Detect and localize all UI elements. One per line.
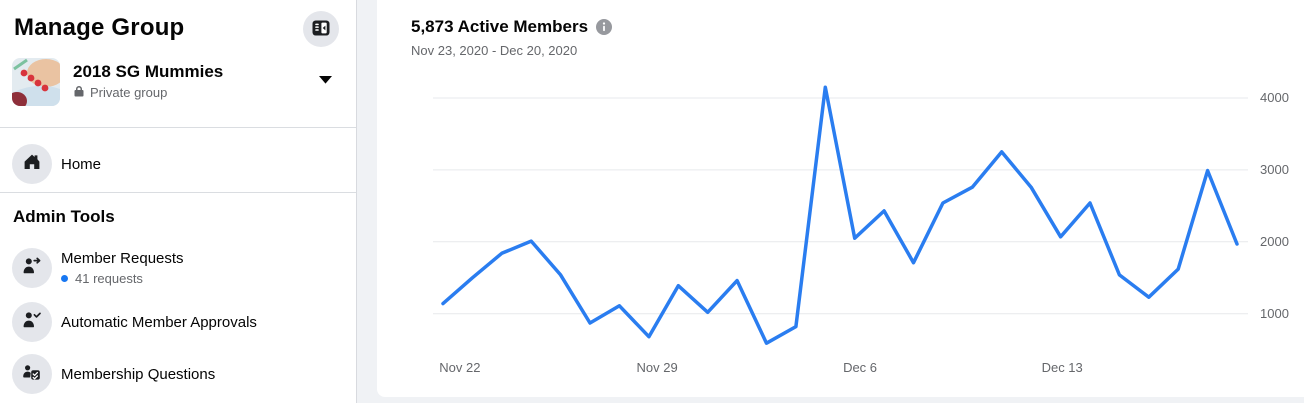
collapse-sidebar-icon [311, 18, 331, 41]
sidebar-item-membership-questions[interactable]: Membership Questions [0, 348, 356, 400]
group-privacy-label: Private group [90, 85, 168, 100]
y-axis-label: 3000 [1260, 161, 1289, 177]
group-selector[interactable]: 2018 SG Mummies Private group [12, 58, 344, 108]
unread-dot [61, 275, 68, 282]
info-icon[interactable] [596, 19, 613, 35]
sidebar-item-label: Automatic Member Approvals [61, 313, 257, 331]
divider [0, 192, 356, 193]
x-axis-label: Dec 6 [843, 360, 878, 375]
sidebar: Manage Group [0, 0, 357, 403]
sidebar-item-label: Membership Questions [61, 365, 216, 383]
y-axis-label: 4000 [1260, 90, 1289, 105]
sidebar-item-automatic-member-approvals[interactable]: Automatic Member Approvals [0, 296, 356, 348]
chart-title: 5,873 Active Members [411, 17, 589, 36]
x-axis-label: Nov 29 [636, 360, 678, 375]
page-title: Manage Group [14, 14, 185, 41]
active-members-card: 5,873 Active Members Nov 23, 2020 - Dec … [377, 0, 1304, 397]
sidebar-item-member-requests[interactable]: Member Requests 41 requests [0, 239, 356, 297]
lock-icon [73, 85, 85, 100]
y-axis-label: 1000 [1260, 305, 1289, 321]
y-axis-label: 2000 [1260, 233, 1289, 249]
sidebar-item-home[interactable]: Home [0, 138, 356, 190]
x-axis-label: Nov 22 [439, 360, 481, 375]
group-avatar [12, 58, 60, 106]
members-trend-line [441, 85, 1239, 345]
sidebar-item-label: Home [61, 155, 102, 173]
chevron-down-icon[interactable] [317, 69, 334, 91]
member-requests-icon [22, 256, 42, 281]
requests-count-badge: 41 requests [75, 271, 143, 286]
collapse-sidebar-button[interactable] [303, 11, 339, 47]
active-members-chart: 1000 2000 3000 4000 Nov 22 Nov 29 Dec 6 Dec 13 [433, 78, 1289, 378]
membership-questions-icon [22, 362, 42, 387]
divider [0, 127, 356, 128]
x-axis-label: Dec 13 [1041, 360, 1083, 375]
sidebar-item-label: Member Requests [61, 250, 184, 267]
chart-date-range: Nov 23, 2020 - Dec 20, 2020 [411, 43, 578, 58]
admin-tools-heading: Admin Tools [13, 207, 115, 226]
chart-canvas [433, 85, 1248, 345]
home-icon [22, 152, 42, 177]
group-name: 2018 SG Mummies [73, 62, 224, 81]
member-approvals-icon [22, 310, 42, 335]
